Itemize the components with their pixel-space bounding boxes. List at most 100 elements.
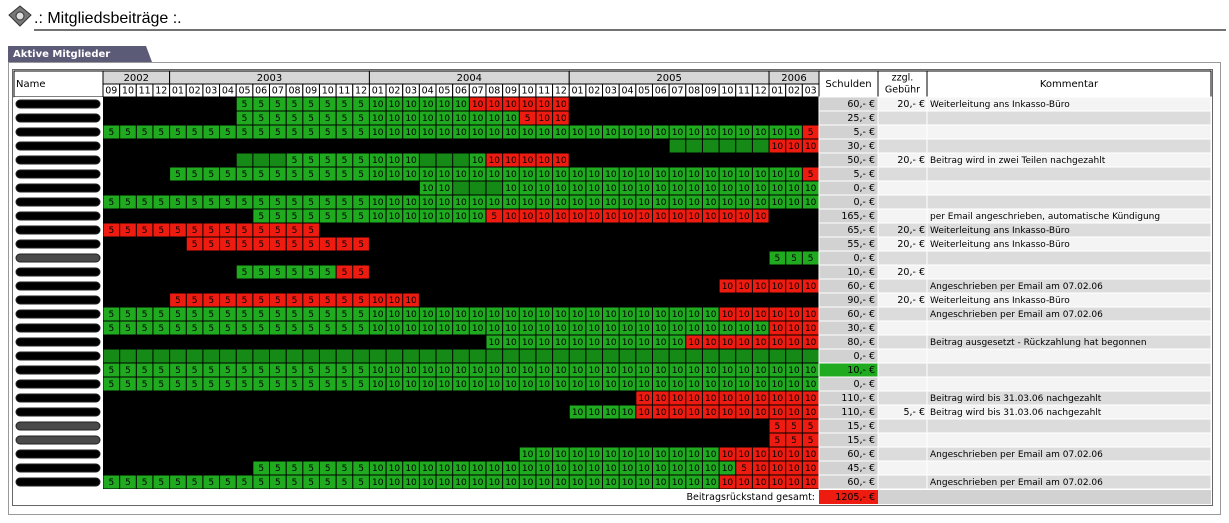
month-cell [536, 97, 553, 111]
month-row-bg [103, 251, 819, 265]
month-value: 10 [672, 380, 684, 390]
month-value: 5 [525, 114, 531, 124]
month-value: 5 [275, 114, 281, 124]
kommentar-cell [926, 432, 1212, 448]
month-value: 10 [672, 198, 684, 208]
month-value: 10 [539, 128, 551, 138]
month-value: 5 [258, 198, 264, 208]
month-cell [386, 475, 403, 489]
month-cell [569, 321, 586, 335]
month-cell [336, 307, 353, 321]
month-cell [719, 405, 736, 419]
gebuehr-cell [877, 166, 928, 182]
month-value: 5 [292, 212, 298, 222]
month-cell [652, 363, 669, 377]
gebuehr-cell [877, 376, 928, 392]
month-value: 10 [489, 478, 501, 488]
month-cell [652, 167, 669, 181]
month-value: 10 [439, 114, 451, 124]
month-value: 10 [555, 100, 567, 110]
month-cell [103, 475, 120, 489]
month-cell [286, 307, 303, 321]
month-value: 10 [489, 464, 501, 474]
month-cell [786, 167, 802, 181]
month-label: 11 [538, 86, 550, 97]
month-cell [569, 125, 586, 139]
month-value: 10 [772, 142, 784, 152]
month-value: 10 [688, 184, 700, 194]
month-value: 5 [292, 128, 298, 138]
kommentar-cell [926, 376, 1212, 392]
name-redacted [15, 281, 101, 291]
month-value: 5 [292, 366, 298, 376]
month-value: 5 [208, 240, 214, 250]
month-cell [319, 349, 336, 363]
month-cell [603, 321, 619, 335]
month-cell [519, 363, 536, 377]
month-value: 10 [688, 380, 700, 390]
month-row-bg [103, 433, 819, 447]
month-value: 5 [358, 268, 364, 278]
month-cell [419, 111, 436, 125]
month-cell [170, 195, 186, 209]
month-value: 10 [672, 338, 684, 348]
month-value: 5 [108, 198, 114, 208]
month-value: 5 [275, 310, 281, 320]
month-value: 10 [555, 338, 567, 348]
month-value: 10 [688, 198, 700, 208]
month-cell [353, 265, 369, 279]
month-value: 10 [755, 310, 767, 320]
month-cell [153, 307, 170, 321]
month-cell [353, 377, 369, 391]
month-cell [769, 363, 786, 377]
month-cell [369, 475, 386, 489]
kommentar-value: Angeschrieben per Email am 07.02.06 [930, 282, 1103, 292]
month-value: 10 [788, 408, 800, 418]
month-value: 10 [705, 310, 717, 320]
month-cell [469, 111, 486, 125]
month-cell [319, 307, 336, 321]
schulden-value: 165,- € [841, 211, 875, 222]
month-cell [336, 265, 353, 279]
month-value: 5 [175, 128, 181, 138]
name-redacted [15, 211, 101, 221]
month-cell [170, 377, 186, 391]
month-value: 10 [539, 170, 551, 180]
month-value: 10 [539, 184, 551, 194]
month-cell [203, 321, 220, 335]
name-redacted [15, 323, 101, 333]
gebuehr-cell [877, 432, 928, 448]
month-value: 5 [358, 380, 364, 390]
month-label: 04 [621, 86, 633, 97]
month-cell [553, 461, 569, 475]
year-label: 2005 [656, 73, 681, 84]
month-cell [652, 321, 669, 335]
month-cell [270, 349, 286, 363]
month-label: 07 [472, 86, 484, 97]
month-cell [419, 377, 436, 391]
month-cell [419, 125, 436, 139]
gebuehr-cell [877, 334, 928, 350]
month-cell [686, 195, 702, 209]
month-cell [253, 111, 270, 125]
month-value: 5 [808, 422, 814, 432]
month-label: 03 [805, 86, 817, 97]
month-cell [403, 97, 419, 111]
month-value: 10 [405, 478, 417, 488]
month-cell [403, 111, 419, 125]
month-cell [619, 307, 636, 321]
month-value: 10 [705, 184, 717, 194]
month-value: 10 [555, 478, 567, 488]
month-value: 5 [342, 100, 348, 110]
month-cell [536, 167, 553, 181]
month-value: 10 [755, 380, 767, 390]
month-value: 10 [472, 380, 484, 390]
month-cell [136, 377, 153, 391]
month-cell [453, 195, 469, 209]
month-cell [686, 321, 702, 335]
month-cell [120, 363, 136, 377]
month-value: 5 [208, 226, 214, 236]
month-value: 10 [605, 184, 617, 194]
month-value: 10 [405, 212, 417, 222]
month-cell [236, 153, 253, 167]
